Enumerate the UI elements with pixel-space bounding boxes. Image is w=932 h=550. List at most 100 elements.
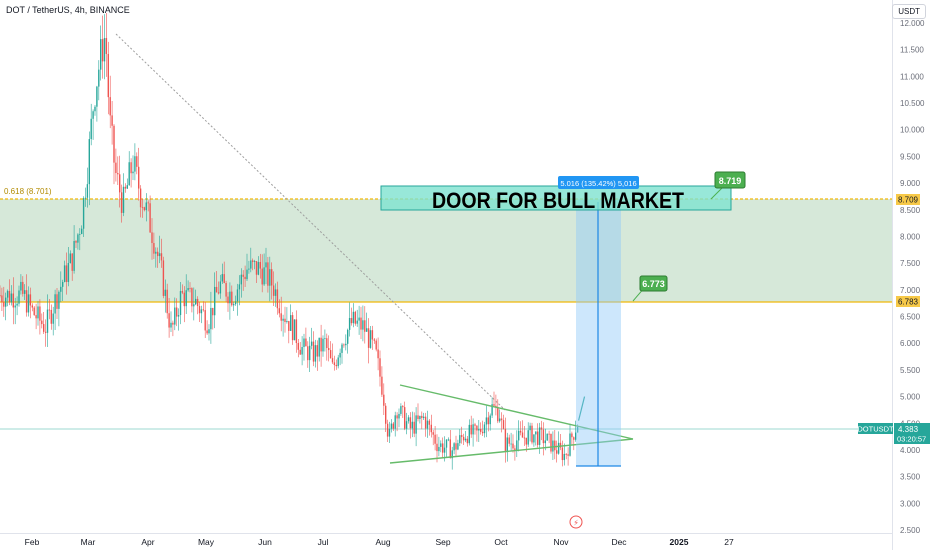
time-tick-label: 27 bbox=[724, 537, 734, 547]
candle-body bbox=[155, 251, 157, 254]
price-tick-label: 11.000 bbox=[900, 72, 924, 81]
candle-body bbox=[474, 424, 476, 426]
symbol-title: DOT / TetherUS, 4h, BINANCE bbox=[6, 5, 130, 15]
candle-body bbox=[392, 423, 394, 429]
lightning-icon: ⚡ bbox=[573, 519, 579, 528]
time-tick-label: Aug bbox=[375, 537, 390, 547]
candle-body bbox=[234, 301, 237, 305]
candle-body bbox=[52, 313, 54, 324]
wedge-lower-line bbox=[389, 438, 634, 464]
candle-body bbox=[531, 425, 533, 443]
candle-body bbox=[109, 97, 111, 116]
candle-body bbox=[149, 203, 151, 233]
candle-body bbox=[559, 442, 562, 448]
candle-body bbox=[168, 313, 170, 328]
breakout-candle bbox=[577, 396, 586, 421]
candle-body bbox=[424, 416, 427, 429]
candle-body bbox=[358, 317, 360, 321]
candle-body bbox=[548, 433, 550, 435]
candle-body bbox=[134, 156, 136, 172]
candle-body bbox=[286, 321, 288, 323]
candle-body bbox=[24, 290, 26, 294]
price-tick-label: 8.000 bbox=[900, 232, 921, 241]
candle-body bbox=[506, 437, 508, 453]
candle-body bbox=[333, 362, 336, 365]
candle-body bbox=[468, 424, 470, 444]
candle-body bbox=[322, 338, 324, 352]
candle-body bbox=[206, 330, 208, 334]
candle-body bbox=[405, 421, 408, 429]
candle-body bbox=[280, 313, 282, 321]
candle-body bbox=[402, 406, 404, 408]
candle-body bbox=[388, 428, 391, 437]
candle-body bbox=[385, 405, 387, 424]
candle-body bbox=[544, 440, 546, 444]
candle-body bbox=[174, 307, 176, 325]
candle-body bbox=[176, 307, 178, 317]
candle-body bbox=[443, 447, 446, 453]
candle-body bbox=[510, 443, 512, 445]
candle-body bbox=[31, 305, 33, 308]
candle-body bbox=[487, 417, 489, 425]
candle-body bbox=[153, 243, 155, 254]
candle-body bbox=[141, 207, 144, 209]
candle-body bbox=[196, 298, 199, 307]
candle-body bbox=[240, 274, 242, 285]
countdown-text: 03:20:57 bbox=[897, 435, 926, 444]
candle-body bbox=[253, 261, 256, 262]
price-axis[interactable] bbox=[893, 0, 932, 550]
candle-body bbox=[426, 420, 429, 429]
candle-body bbox=[386, 423, 389, 437]
candle-body bbox=[491, 404, 493, 416]
candle-body bbox=[314, 345, 317, 362]
candle-body bbox=[29, 294, 32, 306]
candle-body bbox=[100, 39, 102, 70]
candle-body bbox=[324, 338, 326, 340]
candle-body bbox=[77, 234, 79, 243]
target-1-box bbox=[639, 275, 668, 292]
ticker-tag-text: DOTUSDT bbox=[857, 425, 894, 434]
candle-body bbox=[250, 260, 252, 269]
candle-body bbox=[6, 290, 9, 298]
candle-body bbox=[115, 162, 117, 174]
candle-body bbox=[533, 434, 535, 443]
candle-body bbox=[183, 292, 185, 307]
candle-body bbox=[261, 268, 263, 285]
price-tick-label: 6.000 bbox=[900, 339, 921, 348]
candle-body bbox=[94, 106, 96, 112]
candle-body bbox=[575, 432, 577, 440]
candle-body bbox=[215, 286, 218, 293]
candle-body bbox=[158, 253, 161, 257]
wedge-upper-line bbox=[399, 384, 634, 440]
candle-body bbox=[413, 421, 415, 434]
candle-body bbox=[508, 437, 510, 444]
candle-body bbox=[179, 291, 182, 316]
supply-demand-zone bbox=[0, 199, 892, 302]
candle-body bbox=[65, 265, 68, 282]
candle-body bbox=[301, 347, 303, 355]
candle-body bbox=[567, 454, 569, 456]
price-tick-label: 9.500 bbox=[900, 152, 921, 161]
price-tick-label: 7.000 bbox=[900, 286, 921, 295]
candle-body bbox=[130, 162, 132, 174]
candle-body bbox=[187, 288, 189, 291]
candle-body bbox=[377, 349, 379, 359]
candle-body bbox=[379, 358, 381, 377]
candle-body bbox=[39, 306, 41, 321]
price-tick-label: 2.500 bbox=[900, 526, 921, 535]
candle-body bbox=[84, 197, 87, 199]
candle-body bbox=[438, 446, 440, 452]
event-marker-icon[interactable] bbox=[569, 515, 583, 529]
currency-button[interactable]: USDT bbox=[892, 4, 926, 19]
candle-body bbox=[411, 421, 413, 429]
candle-body bbox=[81, 228, 83, 235]
candle-body bbox=[58, 291, 60, 309]
candle-body bbox=[71, 253, 73, 271]
candle-body bbox=[90, 118, 92, 140]
time-tick-label: Mar bbox=[81, 537, 96, 547]
time-tick-label: Sep bbox=[435, 537, 450, 547]
candle-body bbox=[390, 423, 393, 429]
candle-body bbox=[497, 407, 499, 422]
candle-body bbox=[113, 125, 115, 163]
